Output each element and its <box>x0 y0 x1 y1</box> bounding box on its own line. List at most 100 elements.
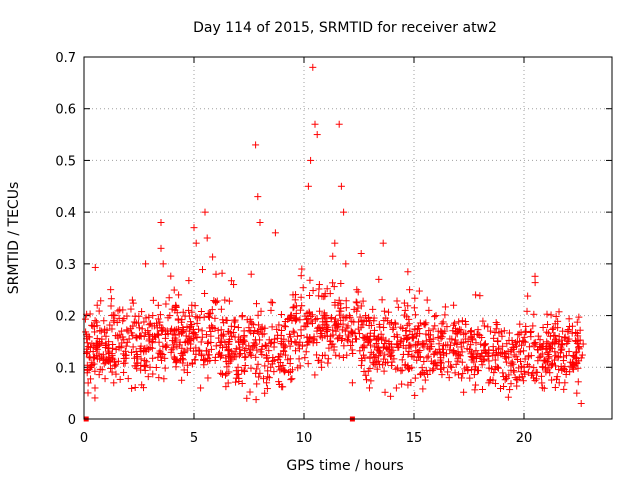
data-point <box>83 348 91 356</box>
data-point <box>348 328 356 336</box>
data-point <box>340 342 348 350</box>
data-point <box>190 335 198 343</box>
data-point <box>493 320 501 328</box>
data-point <box>432 312 440 320</box>
data-point <box>467 332 475 340</box>
data-point <box>370 332 378 340</box>
data-point <box>264 373 272 381</box>
data-point <box>182 332 190 340</box>
data-point <box>322 312 330 320</box>
data-point <box>362 333 370 341</box>
data-point <box>196 314 204 322</box>
data-point <box>494 363 502 371</box>
data-point <box>492 363 500 371</box>
data-point <box>102 332 110 340</box>
data-point <box>533 368 541 376</box>
data-point <box>179 308 187 316</box>
data-point <box>245 324 253 332</box>
data-point <box>119 306 127 314</box>
data-point <box>122 354 130 362</box>
data-point <box>91 367 99 375</box>
data-point <box>141 356 149 364</box>
data-point <box>573 348 581 356</box>
data-point <box>243 316 251 324</box>
data-point <box>356 330 364 338</box>
data-point <box>234 324 242 332</box>
data-point <box>286 342 294 350</box>
data-point <box>93 342 101 350</box>
data-point <box>91 317 99 325</box>
data-point <box>431 313 439 321</box>
data-point <box>574 364 582 372</box>
data-point <box>324 355 332 363</box>
data-point <box>566 358 574 366</box>
data-point <box>197 338 205 346</box>
data-point <box>427 331 435 339</box>
data-point <box>249 330 257 338</box>
data-point <box>277 340 285 348</box>
data-point <box>264 367 272 375</box>
data-point <box>166 312 174 320</box>
data-point <box>554 317 562 325</box>
data-point <box>314 324 322 332</box>
data-point <box>218 331 226 339</box>
data-point <box>316 307 324 315</box>
data-point <box>114 357 122 365</box>
y-tick-label: 0.7 <box>55 51 76 66</box>
data-point <box>138 325 146 333</box>
data-point <box>273 334 281 342</box>
data-point <box>208 306 216 314</box>
data-point <box>518 373 526 381</box>
data-point <box>524 353 532 361</box>
data-point <box>261 362 269 370</box>
data-point <box>329 279 337 287</box>
data-point <box>436 358 444 366</box>
data-point <box>552 312 560 320</box>
data-point <box>441 327 449 335</box>
data-point <box>448 363 456 371</box>
data-point <box>471 365 479 373</box>
data-point <box>403 363 411 371</box>
data-point <box>256 218 264 226</box>
data-point <box>469 354 477 362</box>
data-point <box>381 351 389 359</box>
data-point <box>252 141 260 149</box>
data-point <box>457 328 465 336</box>
data-point <box>335 296 343 304</box>
data-point <box>370 360 378 368</box>
x-tick-label: 0 <box>80 431 88 446</box>
data-point <box>134 359 142 367</box>
data-point <box>129 343 137 351</box>
data-point <box>360 316 368 324</box>
data-point <box>304 360 312 368</box>
data-point <box>352 298 360 306</box>
data-point <box>454 357 462 365</box>
data-point <box>225 337 233 345</box>
data-point <box>280 344 288 352</box>
data-point <box>221 296 229 304</box>
data-point <box>365 313 373 321</box>
data-point <box>514 355 522 363</box>
data-point <box>247 364 255 372</box>
data-point <box>425 306 433 314</box>
data-point <box>407 343 415 351</box>
data-point <box>538 350 546 358</box>
data-point <box>258 343 266 351</box>
data-point <box>318 363 326 371</box>
y-tick-label: 0.1 <box>55 361 76 376</box>
data-point <box>120 368 128 376</box>
data-point <box>235 374 243 382</box>
data-point <box>286 368 294 376</box>
data-point <box>385 346 393 354</box>
data-point <box>500 373 508 381</box>
data-point <box>306 334 314 342</box>
data-point <box>450 301 458 309</box>
data-point <box>203 347 211 355</box>
y-tick-label: 0.3 <box>55 258 76 273</box>
data-point <box>133 334 141 342</box>
data-point <box>124 327 132 335</box>
data-point <box>85 353 93 361</box>
data-point <box>95 307 103 315</box>
data-point <box>96 365 104 373</box>
